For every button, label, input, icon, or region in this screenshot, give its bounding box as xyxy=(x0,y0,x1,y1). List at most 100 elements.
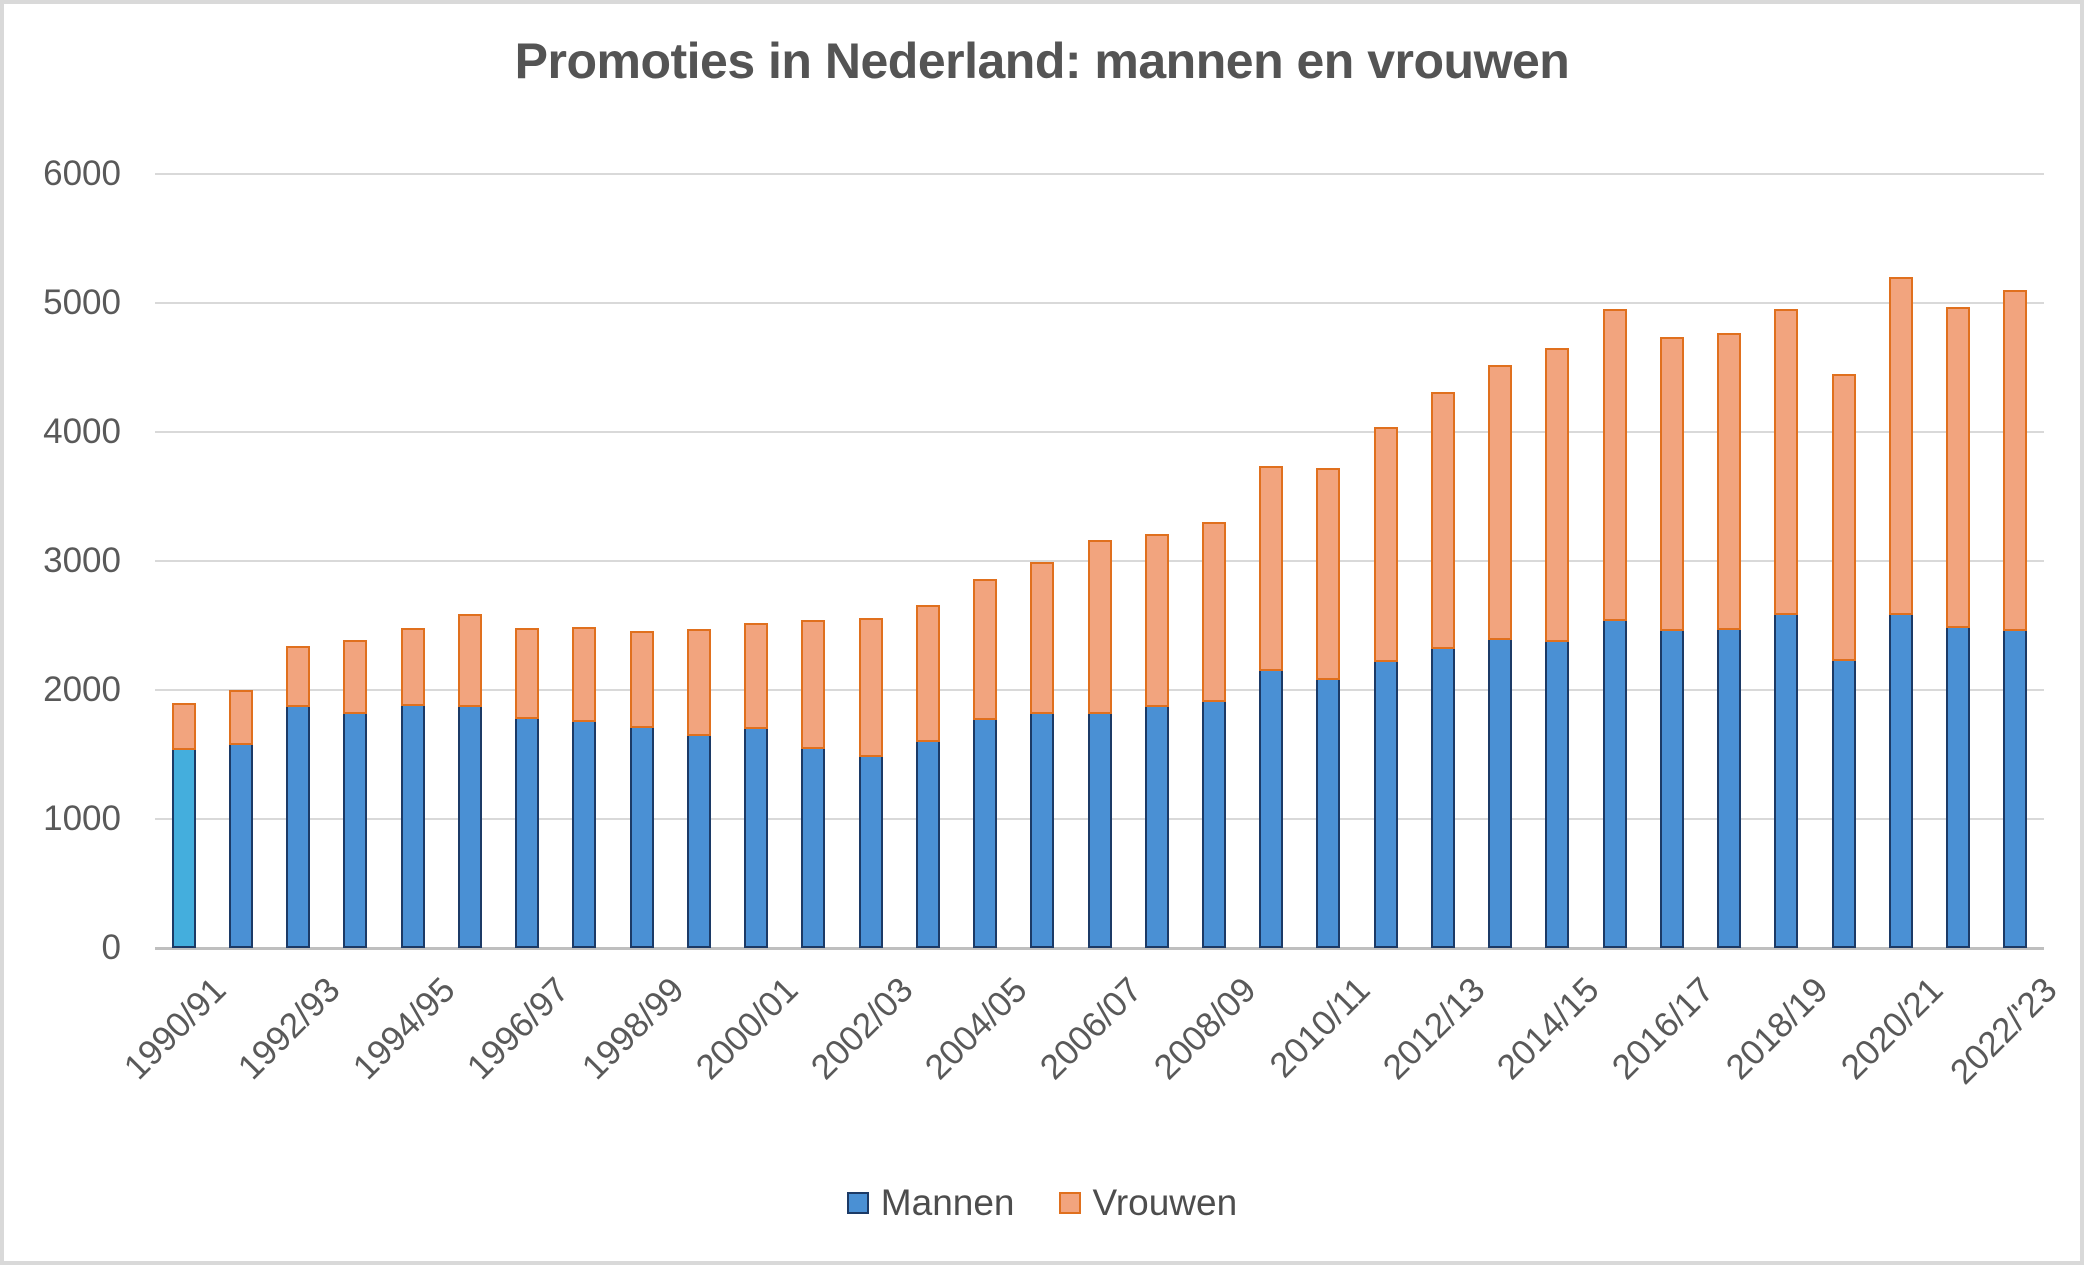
bar-2013-14-mannen xyxy=(1488,638,1513,948)
bar-2007-08-mannen xyxy=(1144,705,1169,948)
bar-2009-10-vrouwen xyxy=(1259,465,1284,672)
plot-area xyxy=(155,173,2044,950)
x-tick-label-2018-19: 2018/19 xyxy=(1718,970,1836,1088)
y-tick-label-3000: 3000 xyxy=(43,541,121,580)
x-tick-label-1990-91: 1990/91 xyxy=(116,970,234,1088)
bar-2018-19-vrouwen xyxy=(1774,309,1799,615)
bar-2001-02-mannen xyxy=(801,746,826,948)
x-tick-label-2006-07: 2006/07 xyxy=(1032,970,1150,1088)
bar-2004-05-vrouwen xyxy=(973,579,997,721)
x-tick-label-1994-95: 1994/95 xyxy=(345,970,463,1088)
legend: Mannen Vrouwen xyxy=(4,1182,2080,1224)
bar-2011-12-vrouwen xyxy=(1373,426,1398,663)
bar-1997-98-mannen xyxy=(572,719,597,948)
bar-2012-13-mannen xyxy=(1430,647,1455,948)
legend-item-vrouwen: Vrouwen xyxy=(1058,1182,1238,1224)
bar-2008-09-vrouwen xyxy=(1201,522,1226,703)
x-tick-label-2022-23: 2022/'23 xyxy=(1943,970,2065,1092)
y-tick-label-1000: 1000 xyxy=(43,799,121,838)
bar-1990-91-mannen xyxy=(171,748,196,948)
bar-2012-13-vrouwen xyxy=(1430,392,1455,650)
x-tick-label-2020-21: 2020/21 xyxy=(1833,970,1951,1088)
bar-2010-11-mannen xyxy=(1316,678,1341,948)
bar-2020-21-vrouwen xyxy=(1888,277,1913,615)
bar-1996-97-vrouwen xyxy=(515,628,540,720)
bar-2015-16-vrouwen xyxy=(1602,309,1627,622)
legend-label-vrouwen: Vrouwen xyxy=(1092,1182,1238,1223)
bar-2000-01-mannen xyxy=(744,727,769,948)
gridline-6000 xyxy=(155,173,2044,175)
gridline-4000 xyxy=(155,431,2044,433)
y-tick-label-4000: 4000 xyxy=(43,412,121,451)
bar-1995-96-vrouwen xyxy=(457,613,482,708)
bar-2022-23-vrouwen xyxy=(2003,290,2028,632)
bar-2000-01-vrouwen xyxy=(744,622,769,730)
x-tick-label-2002-03: 2002/03 xyxy=(803,970,921,1088)
bar-1991-92-mannen xyxy=(228,742,253,948)
bar-2014-15-mannen xyxy=(1545,639,1570,948)
bar-2003-04-mannen xyxy=(915,740,940,948)
y-tick-label-2000: 2000 xyxy=(43,670,121,709)
x-tick-label-1996-97: 1996/97 xyxy=(459,970,577,1088)
bar-1990-91-vrouwen xyxy=(171,702,196,751)
y-tick-label-0: 0 xyxy=(101,928,121,967)
bar-1997-98-vrouwen xyxy=(572,626,597,722)
bar-2014-15-vrouwen xyxy=(1545,348,1570,642)
bar-2003-04-vrouwen xyxy=(915,604,940,743)
bar-2022-23-mannen xyxy=(2003,629,2028,948)
bar-2016-17-mannen xyxy=(1659,629,1684,948)
bar-1995-96-mannen xyxy=(457,705,482,948)
x-tick-label-2004-05: 2004/05 xyxy=(917,970,1035,1088)
bar-2015-16-mannen xyxy=(1602,619,1627,948)
bar-2004-05-mannen xyxy=(973,718,997,948)
bar-2021-22-vrouwen xyxy=(1946,306,1971,628)
x-tick-label-1998-99: 1998/99 xyxy=(574,970,692,1088)
bar-2011-12-mannen xyxy=(1373,660,1398,948)
bar-2005-06-vrouwen xyxy=(1030,562,1055,714)
bar-2017-18-mannen xyxy=(1717,628,1742,948)
x-axis-line xyxy=(155,947,2044,950)
bar-1992-93-mannen xyxy=(286,705,311,948)
mannen-swatch-icon xyxy=(846,1192,869,1214)
bar-2009-10-mannen xyxy=(1259,669,1284,948)
bar-1999-00-vrouwen xyxy=(686,629,711,736)
bar-1994-95-mannen xyxy=(400,704,425,948)
bar-2017-18-vrouwen xyxy=(1717,332,1742,631)
x-tick-label-2014-15: 2014/15 xyxy=(1489,970,1608,1088)
bar-2005-06-mannen xyxy=(1030,711,1055,948)
bar-2008-09-mannen xyxy=(1201,700,1226,948)
bar-2020-21-mannen xyxy=(1888,612,1913,948)
bar-1993-94-vrouwen xyxy=(343,639,368,714)
bar-2001-02-vrouwen xyxy=(801,620,826,749)
bar-2007-08-vrouwen xyxy=(1144,533,1169,708)
x-tick-label-1992-93: 1992/93 xyxy=(230,970,348,1088)
bar-2019-20-mannen xyxy=(1831,659,1856,948)
legend-item-mannen: Mannen xyxy=(846,1182,1015,1224)
bar-1998-99-mannen xyxy=(629,726,654,948)
chart-title: Promoties in Nederland: mannen en vrouwe… xyxy=(514,33,1570,89)
y-tick-label-6000: 6000 xyxy=(43,154,121,193)
x-tick-label-2000-01: 2000/01 xyxy=(688,970,806,1088)
bar-1992-93-vrouwen xyxy=(286,646,311,708)
bar-2018-19-mannen xyxy=(1774,612,1799,948)
bar-1996-97-mannen xyxy=(515,717,540,948)
bar-2010-11-vrouwen xyxy=(1316,468,1341,681)
bar-2016-17-vrouwen xyxy=(1659,336,1684,632)
bar-1993-94-mannen xyxy=(343,711,368,948)
x-tick-label-2012-13: 2012/13 xyxy=(1375,970,1493,1088)
bar-2006-07-mannen xyxy=(1087,711,1112,948)
bar-2013-14-vrouwen xyxy=(1488,364,1513,641)
x-tick-label-2016-17: 2016/17 xyxy=(1604,970,1722,1088)
bar-2006-07-vrouwen xyxy=(1087,540,1112,714)
bar-1994-95-vrouwen xyxy=(400,628,425,707)
legend-label-mannen: Mannen xyxy=(880,1182,1015,1223)
bar-2021-22-mannen xyxy=(1946,625,1971,948)
x-tick-label-2008-09: 2008/09 xyxy=(1146,970,1264,1088)
bar-1991-92-vrouwen xyxy=(228,690,253,745)
bar-2002-03-vrouwen xyxy=(858,617,883,757)
x-tick-label-2010-11: 2010/11 xyxy=(1262,970,1379,1086)
vrouwen-swatch-icon xyxy=(1058,1192,1081,1214)
bar-1999-00-mannen xyxy=(686,733,711,948)
bar-2002-03-mannen xyxy=(858,754,883,948)
